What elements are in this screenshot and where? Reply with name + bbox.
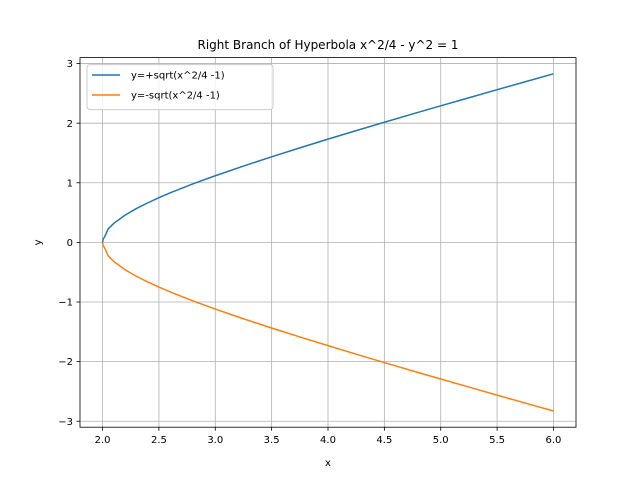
x-axis: 2.0 2.5 3.0 3.5 4.0 4.5 5.0 5.5 6.0 bbox=[95, 427, 562, 446]
x-tick-label: 3.0 bbox=[207, 435, 223, 446]
x-tick-label: 2.0 bbox=[95, 435, 111, 446]
series-line-2 bbox=[101, 242, 554, 412]
y-tick-label: 0 bbox=[67, 238, 73, 249]
x-tick-label: 5.5 bbox=[489, 435, 505, 446]
x-tick-label: 2.5 bbox=[151, 435, 167, 446]
series-line-1 bbox=[101, 73, 554, 243]
grid bbox=[80, 57, 576, 428]
y-tick-label: −1 bbox=[58, 298, 73, 309]
legend-label-2: y=-sqrt(x^2/4 -1) bbox=[131, 91, 220, 102]
x-tick-label: 6.0 bbox=[546, 435, 562, 446]
x-tick-label: 4.5 bbox=[376, 435, 392, 446]
legend-box bbox=[86, 64, 274, 111]
legend: y=+sqrt(x^2/4 -1) y=-sqrt(x^2/4 -1) bbox=[86, 64, 274, 111]
y-axis: −3 −2 −1 0 1 2 3 bbox=[58, 59, 80, 428]
y-tick-label: −2 bbox=[58, 357, 73, 368]
plot-lines bbox=[101, 73, 554, 412]
x-tick-label: 5.0 bbox=[433, 435, 449, 446]
x-tick-label: 3.5 bbox=[264, 435, 280, 446]
x-tick-label: 4.0 bbox=[320, 435, 336, 446]
y-tick-label: 3 bbox=[67, 59, 73, 70]
y-tick-label: 1 bbox=[67, 178, 73, 189]
y-axis-label: y bbox=[33, 239, 44, 245]
x-axis-label: x bbox=[325, 458, 331, 469]
legend-label-1: y=+sqrt(x^2/4 -1) bbox=[131, 71, 225, 82]
y-tick-label: −3 bbox=[58, 417, 73, 428]
chart-title: Right Branch of Hyperbola x^2/4 - y^2 = … bbox=[198, 38, 459, 52]
y-tick-label: 2 bbox=[67, 119, 73, 130]
